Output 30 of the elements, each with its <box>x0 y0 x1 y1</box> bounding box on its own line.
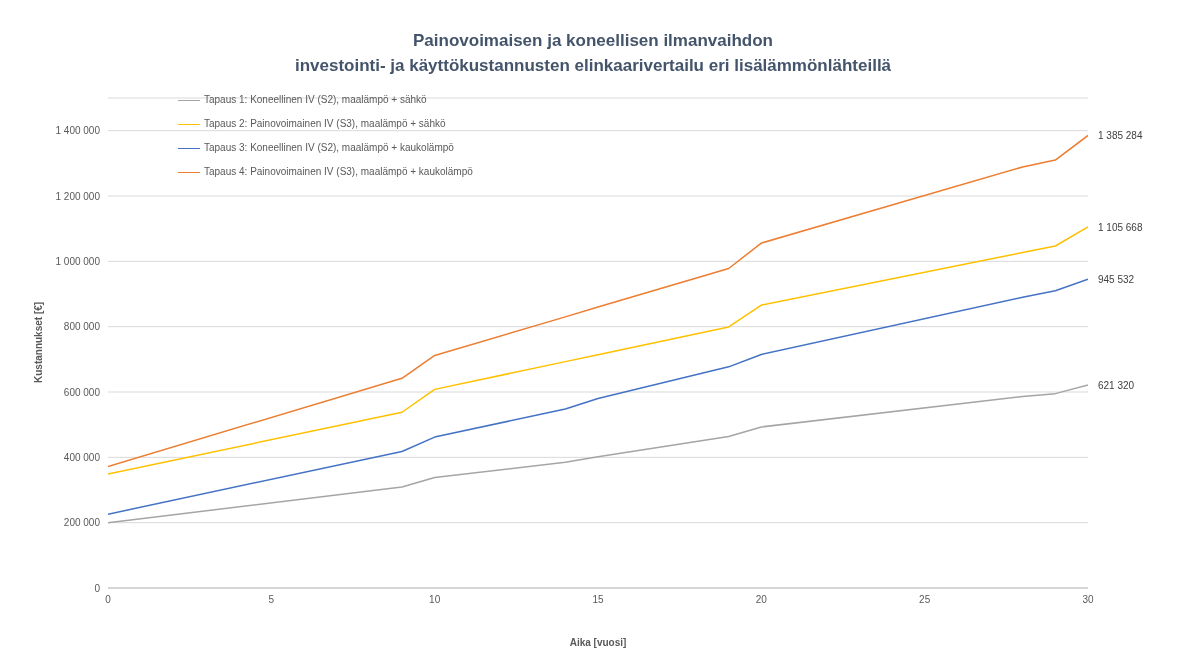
data-label: 621 320 <box>1098 380 1135 392</box>
y-tick-label: 1 200 000 <box>55 190 101 202</box>
y-axis-title: Kustannukset [€] <box>32 301 44 383</box>
x-tick-label: 25 <box>919 594 931 606</box>
legend-label: Tapaus 1: Koneellinen IV (S2), maalämpö + sähkö <box>204 93 427 107</box>
chart-title: Painovoimaisen ja koneellisen ilmanvaihdon investointi- ja käyttökustannusten elinkaarivertailu eri lisälämmönlähteillä <box>293 30 893 77</box>
data-label: 1 105 668 <box>1098 221 1143 233</box>
data-label: 945 532 <box>1098 274 1135 286</box>
line-series <box>108 226 1088 475</box>
y-tick-label: 600 000 <box>63 386 101 398</box>
x-tick-label: 30 <box>1082 594 1094 606</box>
y-tick-label: 200 000 <box>63 517 101 529</box>
x-tick-label: 20 <box>755 594 768 606</box>
line-series <box>108 134 1088 468</box>
x-tick-label: 5 <box>268 594 275 606</box>
y-tick-label: 0 <box>94 582 101 594</box>
x-axis-title: Aika [vuosi] <box>569 637 627 648</box>
x-tick-label: 0 <box>105 594 112 606</box>
legend-label: Tapaus 3: Koneellinen IV (S2), maalämpö + kaukolämpö <box>204 141 454 155</box>
y-tick-label: 400 000 <box>63 451 101 463</box>
legend-label: Tapaus 2: Painovoimainen IV (S3), maalämpö + sähkö <box>204 117 446 131</box>
x-tick-label: 15 <box>592 594 604 606</box>
y-tick-label: 800 000 <box>63 321 101 333</box>
data-label: 1 385 284 <box>1098 130 1143 142</box>
x-tick-label: 10 <box>429 594 441 606</box>
line-series <box>108 278 1088 515</box>
y-tick-label: 1 000 000 <box>55 255 101 267</box>
y-tick-label: 1 400 000 <box>55 125 101 137</box>
legend-label: Tapaus 4: Painovoimainen IV (S3), maalämpö + kaukolämpö <box>204 165 473 179</box>
line-series <box>108 384 1088 524</box>
